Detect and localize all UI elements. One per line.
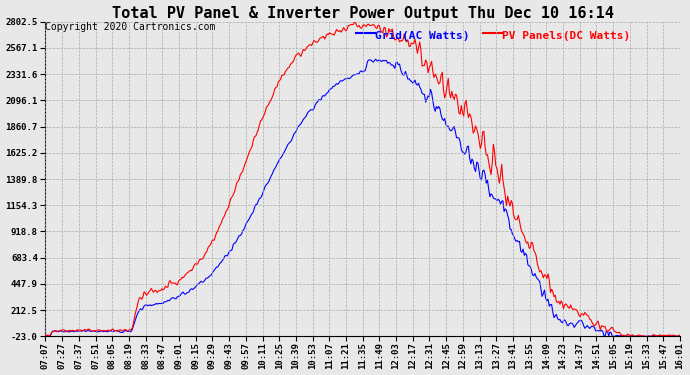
Title: Total PV Panel & Inverter Power Output Thu Dec 10 16:14: Total PV Panel & Inverter Power Output T… [112,6,613,21]
Text: Copyright 2020 Cartronics.com: Copyright 2020 Cartronics.com [46,22,216,32]
Text: PV Panels(DC Watts): PV Panels(DC Watts) [502,31,631,41]
Text: Grid(AC Watts): Grid(AC Watts) [375,31,470,41]
